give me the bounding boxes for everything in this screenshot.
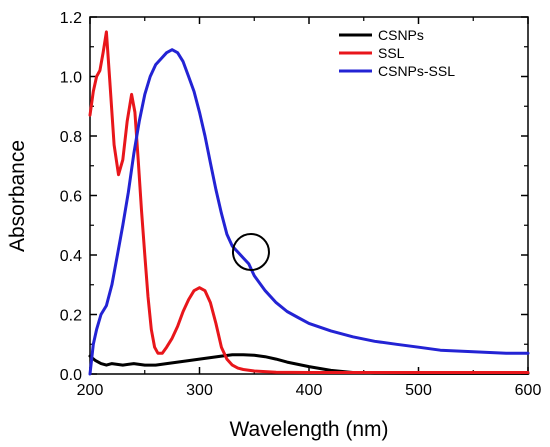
y-tick-label: 0.6 — [60, 189, 82, 206]
series-line-csnps-ssl — [88, 48, 530, 376]
axis-tick-labels: 200 300 400 500 600 0.0 0.2 0.4 0.6 0.8 1.0 1.2 — [60, 10, 542, 399]
plot-frame — [89, 16, 529, 375]
x-axis-title: Wavelength (nm) — [229, 418, 388, 441]
series-lines — [88, 30, 530, 376]
annotation-circle — [231, 233, 270, 272]
y-tick-label: 0.4 — [60, 248, 82, 265]
x-tick-label: 300 — [186, 382, 213, 399]
x-tick-label: 400 — [296, 382, 323, 399]
x-tick-label: 200 — [77, 382, 104, 399]
y-tick-label: 1.0 — [60, 70, 82, 87]
legend-label-ssl: SSL — [378, 45, 405, 61]
axis-ticks — [89, 16, 529, 375]
y-tick-label: 0.0 — [60, 367, 82, 384]
legend: CSNPs SSL CSNPs-SSL — [339, 27, 455, 79]
series-line-ssl — [88, 30, 530, 374]
y-axis-title: Absorbance — [6, 140, 29, 252]
x-tick-label: 500 — [405, 382, 432, 399]
y-tick-label: 1.2 — [60, 10, 82, 27]
legend-label-csnps: CSNPs — [378, 27, 424, 43]
x-tick-label: 600 — [515, 382, 542, 399]
y-tick-label: 0.2 — [60, 308, 82, 325]
annotation-layer — [231, 233, 270, 272]
legend-label-csnps-ssl: CSNPs-SSL — [378, 63, 455, 79]
y-tick-label: 0.8 — [60, 129, 82, 146]
